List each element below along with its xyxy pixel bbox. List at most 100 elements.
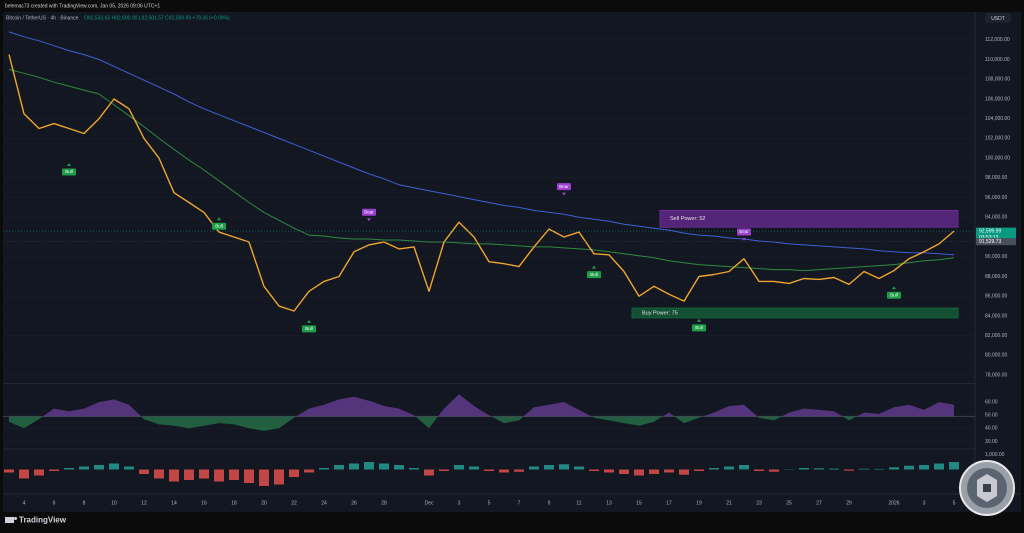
histogram-bar [334, 465, 344, 470]
y-tick-label: 112,000.00 [985, 37, 1010, 43]
signal-label-box [362, 208, 376, 216]
histogram-bar [349, 463, 359, 470]
signal-marker [67, 163, 71, 167]
histogram-bar [34, 469, 44, 476]
x-tick-label: 8 [83, 500, 86, 506]
signal-marker [367, 218, 371, 222]
histogram-bar [124, 466, 134, 470]
y-tick-label: 106,000.00 [985, 96, 1010, 102]
x-tick-label: 5 [953, 500, 956, 506]
histogram-bar [769, 469, 779, 472]
x-tick-label: 20 [261, 500, 267, 506]
signal-label: Bear [559, 184, 569, 189]
price-label-box [976, 227, 1016, 242]
symbol: Bitcoin / TetherUS · 4h · Binance [6, 15, 79, 21]
y-tick-label: 98,000.00 [985, 175, 1007, 181]
histogram-bar [604, 469, 614, 473]
histogram-bar [859, 468, 869, 470]
y-tick-label: 94,000.00 [985, 215, 1007, 221]
zone-label: Buy Power: 75 [642, 310, 678, 316]
histogram-bar [619, 469, 629, 474]
histogram-bar [664, 469, 674, 473]
moving-average [8, 68, 955, 272]
x-tick-label: 16 [201, 500, 207, 506]
x-tick-label: Dec [425, 500, 434, 506]
histogram-bar [19, 469, 29, 479]
x-tick-label: 23 [756, 500, 762, 506]
x-tick-label: 22 [291, 500, 297, 506]
y-tick-label: 96,000.00 [985, 195, 1007, 201]
signal-label: Bull [695, 325, 703, 330]
histogram-bar [634, 469, 644, 476]
signal-marker [307, 319, 311, 323]
x-tick-label: 12 [141, 500, 147, 506]
histogram-bar [454, 465, 464, 470]
histogram-bar [649, 469, 659, 474]
histogram-bar [199, 469, 209, 479]
x-tick-label: 10 [111, 500, 117, 506]
histogram-bar [139, 469, 149, 474]
chart-area [3, 12, 1021, 512]
histogram-bar [109, 463, 119, 470]
oscillator-area-down [9, 416, 954, 431]
histogram-bar [169, 469, 179, 482]
histogram-bar [229, 469, 239, 480]
histogram-bar [439, 469, 449, 471]
histogram-bar [94, 465, 104, 470]
x-tick-label: 14 [171, 500, 177, 506]
histogram-bar [154, 469, 164, 479]
y-tick-label: 110,000.00 [985, 57, 1010, 63]
signal-label-box [557, 183, 571, 191]
signal-marker [592, 265, 596, 269]
signal-label: Bull [215, 223, 223, 228]
credit: belemac73 created with TradingView.com, … [5, 3, 160, 9]
x-tick-label: 11 [576, 500, 581, 506]
histogram-bar [379, 463, 389, 470]
x-tick-label: 2026 [888, 500, 899, 506]
y-tick-label: 86,000.00 [985, 294, 1007, 300]
x-tick-label: 29 [846, 500, 852, 506]
x-tick-label: 13 [606, 500, 612, 506]
signal-label-box [212, 222, 226, 230]
histogram-bar [49, 469, 59, 471]
signal-label: Bull [890, 292, 898, 297]
y-tick-label: 78,000.00 [985, 372, 1007, 378]
histogram-bar [724, 466, 734, 470]
histogram-bar [574, 466, 584, 470]
x-tick-label: 18 [231, 500, 237, 506]
x-tick-label: 6 [53, 500, 56, 506]
ohlc: O92,533.63 H92,600.00 L92,501.57 C92,599… [84, 15, 230, 21]
histogram-bar [739, 465, 749, 470]
y-tick-label: 1,000.00 [985, 452, 1005, 458]
histogram-bar [589, 469, 599, 471]
signal-marker [697, 318, 701, 322]
x-tick-label: 7 [518, 500, 521, 506]
histogram-bar [529, 466, 539, 470]
histogram-bar [829, 468, 839, 470]
x-tick-label: 25 [786, 500, 792, 506]
histogram-bar [799, 468, 809, 470]
countdown: 03:53:13 [979, 235, 999, 241]
y-tick-label: 30.00 [985, 439, 998, 445]
signal-label: Bear [364, 209, 374, 214]
histogram-bar [304, 469, 314, 473]
y-tick-label: 40.00 [985, 426, 998, 432]
signal-label-box [587, 271, 601, 279]
histogram-bar [874, 468, 884, 470]
histogram-bar [949, 462, 959, 470]
histogram-bar [289, 469, 299, 477]
y-tick-label: 88,000.00 [985, 274, 1007, 280]
histogram-bar [409, 468, 419, 470]
zone-label: Sell Power: 52 [670, 216, 705, 222]
signal-label-box [737, 228, 751, 236]
y-tick-label: 102,000.00 [985, 136, 1010, 142]
y-tick-label: 90,000.00 [985, 254, 1007, 260]
x-tick-label: 26 [351, 500, 357, 506]
histogram-bar [709, 468, 719, 470]
price-label: 92,599.99 [979, 228, 1001, 234]
histogram-bar [244, 469, 254, 483]
x-tick-label: 21 [726, 500, 732, 506]
moving-average [8, 31, 955, 256]
y-tick-label: 80,000.00 [985, 353, 1007, 359]
